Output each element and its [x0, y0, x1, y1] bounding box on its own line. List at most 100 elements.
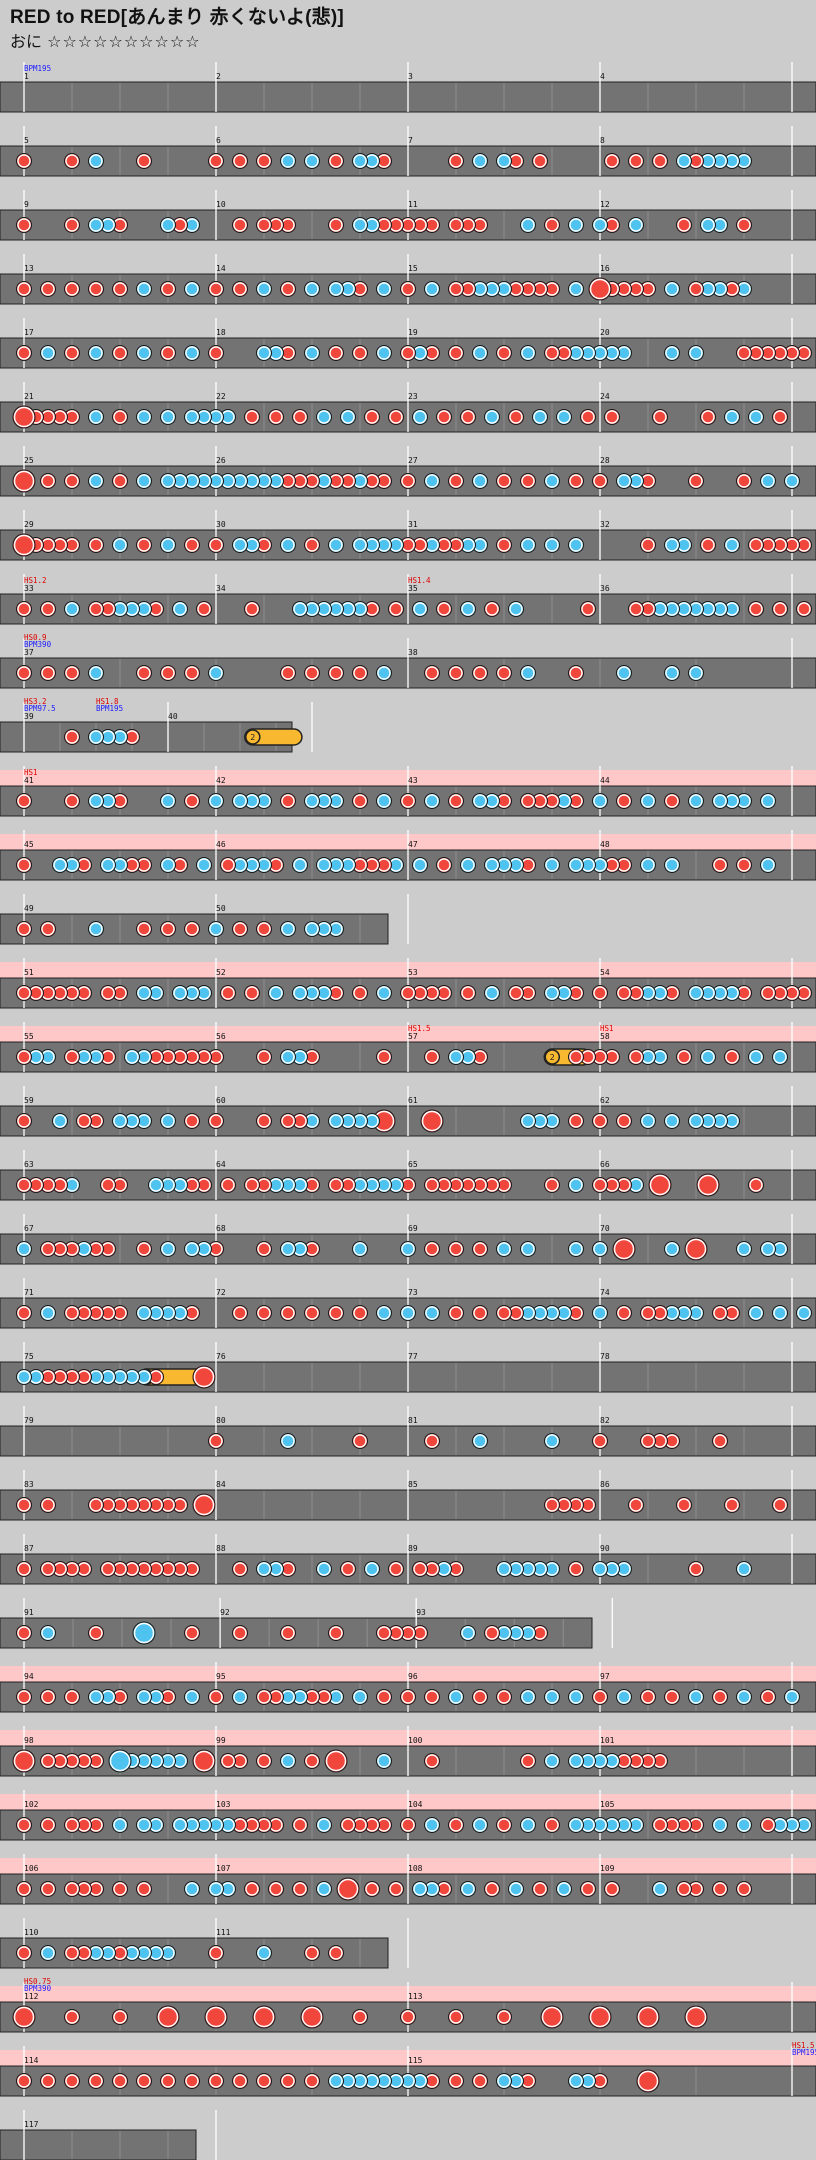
red-don-note-icon [688, 473, 704, 489]
note-rim [41, 1498, 55, 1512]
note-rim [665, 346, 679, 360]
red-don-note-icon [220, 1177, 236, 1193]
note-rim [449, 1050, 463, 1064]
red-don-note-icon [436, 857, 452, 873]
big-red-don-note-icon [300, 2005, 324, 2029]
note-rim [353, 1434, 367, 1448]
note-rim [641, 538, 655, 552]
note-rim [137, 2074, 151, 2088]
blue-ka-note-icon [88, 409, 104, 425]
blue-ka-note-icon [88, 217, 104, 233]
blue-ka-note-icon [640, 857, 656, 873]
note-rim [233, 2074, 247, 2088]
blue-ka-note-icon [160, 537, 176, 553]
note-rim [209, 538, 223, 552]
note-rim [497, 538, 511, 552]
note-rim [641, 1690, 655, 1704]
note-rim [137, 666, 151, 680]
note-rim [257, 1306, 271, 1320]
note-rim [521, 794, 535, 808]
note-rim [461, 410, 475, 424]
note-rim [437, 410, 451, 424]
measure-number: 25 [24, 456, 34, 465]
red-don-note-icon [88, 1497, 104, 1513]
measure-number: 103 [216, 1800, 231, 1809]
note-rim [401, 346, 415, 360]
note-rim [569, 2074, 583, 2088]
red-don-note-icon [628, 153, 644, 169]
measure-number: 5 [24, 136, 29, 145]
note-rim [89, 1690, 103, 1704]
chart-row: 117 [0, 2110, 217, 2160]
note-rim [17, 1242, 31, 1256]
note-rim [353, 154, 367, 168]
red-don-note-icon [688, 281, 704, 297]
red-don-note-icon [40, 281, 56, 297]
note-rim [497, 474, 511, 488]
note-rim [725, 410, 739, 424]
red-don-note-icon [748, 537, 764, 553]
red-don-note-icon [544, 1817, 560, 1833]
note-rim [17, 1178, 31, 1192]
note-rim [569, 538, 583, 552]
note-rim [377, 282, 391, 296]
red-don-note-icon [628, 1049, 644, 1065]
red-don-note-icon [16, 217, 32, 233]
note-rim [77, 1114, 91, 1128]
blue-ka-note-icon [424, 793, 440, 809]
note-rim [209, 1946, 223, 1960]
red-don-note-icon [328, 1305, 344, 1321]
note-rim [421, 1110, 443, 1132]
blue-ka-note-icon [316, 857, 332, 873]
note-rim [605, 154, 619, 168]
note-rim [365, 1882, 379, 1896]
measure-number: 95 [216, 1672, 226, 1681]
note-rim [17, 666, 31, 680]
measure-number: 2 [216, 72, 221, 81]
note-rim [617, 666, 631, 680]
note-rim [449, 666, 463, 680]
red-don-note-icon [712, 1689, 728, 1705]
note-rim [245, 602, 259, 616]
measure-number: 7 [408, 136, 413, 145]
blue-ka-note-icon [664, 857, 680, 873]
note-rim [589, 2006, 611, 2028]
note-rim [473, 346, 487, 360]
note-rim [521, 1242, 535, 1256]
measure-number: 40 [168, 712, 178, 721]
difficulty-line: おに ☆☆☆☆☆☆☆☆☆☆ [10, 32, 344, 52]
red-don-note-icon [280, 1305, 296, 1321]
note-rim [557, 410, 571, 424]
measure-number: 82 [600, 1416, 610, 1425]
blue-ka-note-icon [496, 2073, 512, 2089]
blue-ka-note-icon [196, 857, 212, 873]
note-rim [485, 1882, 499, 1896]
red-don-note-icon [256, 1113, 272, 1129]
blue-ka-note-icon [748, 1049, 764, 1065]
note-rim [413, 1562, 427, 1576]
red-don-note-icon [712, 1305, 728, 1321]
note-rim [257, 346, 271, 360]
red-don-note-icon [604, 153, 620, 169]
note-rim [161, 474, 175, 488]
note-rim [305, 538, 319, 552]
note-rim [665, 858, 679, 872]
red-don-note-icon [328, 153, 344, 169]
note-rim [329, 1626, 343, 1640]
blue-ka-note-icon [172, 601, 188, 617]
bpm-change-label: BPM390 [24, 640, 52, 649]
red-don-note-icon [652, 409, 668, 425]
measure-number: 34 [216, 584, 226, 593]
red-don-note-icon [280, 665, 296, 681]
note-rim [749, 1050, 763, 1064]
note-rim [257, 154, 271, 168]
blue-ka-note-icon [316, 1817, 332, 1833]
red-don-note-icon [472, 1689, 488, 1705]
chart-row: 757677783 [0, 1342, 816, 1393]
red-don-note-icon [40, 601, 56, 617]
blue-ka-note-icon [256, 281, 272, 297]
note-rim [257, 1050, 271, 1064]
red-don-note-icon [388, 1561, 404, 1577]
red-don-note-icon [388, 1881, 404, 1897]
